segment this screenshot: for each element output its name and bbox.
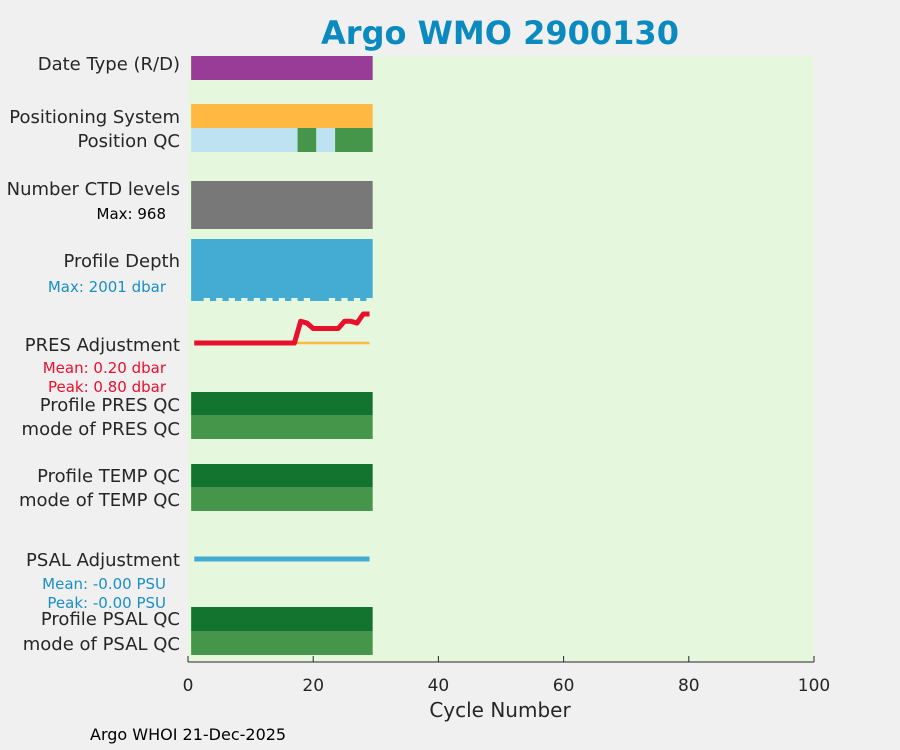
bar-segment	[191, 56, 373, 80]
pres-adjustment-line	[194, 311, 370, 346]
row-label: PRES Adjustment	[25, 335, 180, 356]
bar-segment	[335, 128, 373, 152]
bar-segment	[191, 104, 373, 128]
row-sublabel: Mean: -0.00 PSU	[42, 575, 166, 593]
row-sublabel: Max: 968	[97, 205, 166, 223]
depth-gap	[253, 298, 260, 301]
bar-segment	[191, 631, 373, 655]
row-label: Profile PRES QC	[40, 395, 180, 416]
row-sublabel: Peak: 0.80 dbar	[48, 378, 167, 396]
x-axis-label: Cycle Number	[429, 698, 571, 722]
x-axis-ticks: 0 20 40 60 80 100	[183, 656, 830, 696]
bar-segment	[191, 239, 373, 301]
depth-gap	[291, 298, 298, 301]
depth-gap	[266, 298, 273, 301]
depth-gap	[366, 298, 373, 301]
adjustment-lines	[194, 311, 370, 562]
row-label: mode of TEMP QC	[19, 490, 180, 511]
depth-gap	[241, 298, 248, 301]
depth-gap	[303, 298, 311, 301]
depth-gap	[278, 298, 286, 301]
row-label: mode of PSAL QC	[23, 634, 180, 655]
row-label: Number CTD levels	[7, 179, 180, 200]
x-tick-label: 0	[183, 676, 194, 696]
row-label: Profile TEMP QC	[37, 466, 180, 487]
row-label: Date Type (R/D)	[38, 54, 180, 75]
footer-credit: Argo WHOI 21-Dec-2025	[90, 725, 287, 744]
x-tick-label: 40	[428, 676, 450, 696]
row-sublabel: Mean: 0.20 dbar	[43, 359, 167, 377]
row-label: Profile PSAL QC	[41, 609, 180, 630]
bar-segment	[191, 392, 373, 415]
depth-gap	[203, 298, 210, 301]
row-label: Profile Depth	[63, 251, 180, 272]
row-label: Positioning System	[9, 107, 180, 128]
depth-gap	[341, 298, 348, 301]
row-label: mode of PRES QC	[22, 419, 180, 440]
bar-segment	[191, 607, 373, 631]
bar-segment	[191, 181, 373, 229]
row-labels: Date Type (R/D) Positioning System Positio…	[7, 54, 180, 655]
data-bars	[191, 56, 373, 655]
bar-segment	[191, 128, 298, 152]
depth-gap	[353, 298, 361, 301]
row-sublabel: Peak: -0.00 PSU	[47, 594, 166, 612]
bar-segment	[191, 487, 373, 511]
row-sublabel: Max: 2001 dbar	[48, 278, 167, 296]
x-tick-label: 60	[553, 676, 575, 696]
depth-gap	[216, 298, 223, 301]
bar-segment	[191, 464, 373, 487]
depth-gap	[228, 298, 235, 301]
bar-segment	[191, 415, 373, 439]
depth-gap	[328, 298, 336, 301]
row-label: PSAL Adjustment	[26, 550, 180, 571]
bar-segment	[316, 128, 336, 152]
x-tick-label: 100	[798, 676, 830, 696]
x-tick-label: 20	[302, 676, 324, 696]
bar-segment	[297, 128, 317, 152]
x-tick-label: 80	[678, 676, 700, 696]
row-label: Position QC	[77, 131, 180, 152]
chart-title: Argo WMO 2900130	[321, 14, 679, 52]
